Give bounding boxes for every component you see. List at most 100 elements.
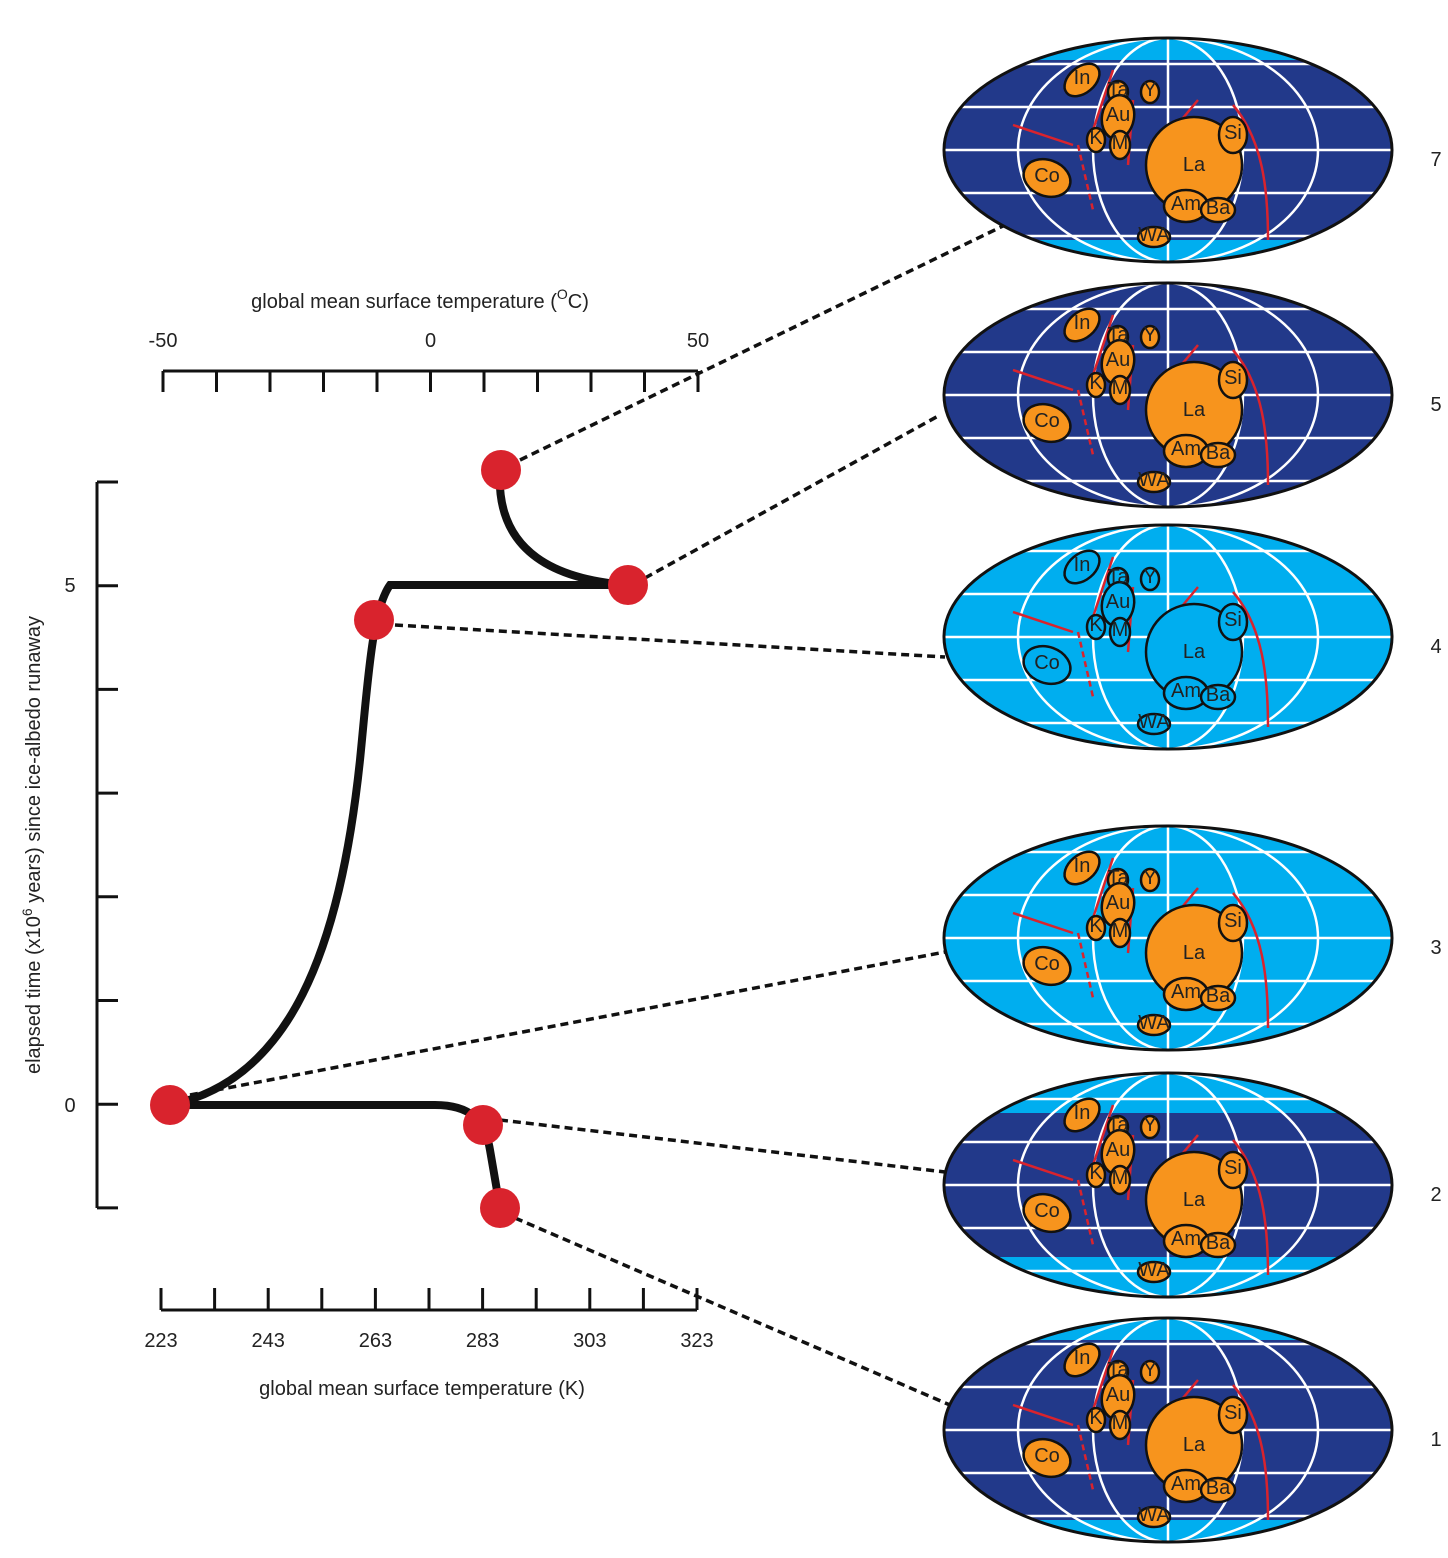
continent-label: M <box>1112 920 1129 942</box>
globe-outline <box>942 36 1394 264</box>
continent <box>1217 115 1249 155</box>
continent-label: Am <box>1171 680 1201 702</box>
continent <box>1217 602 1249 642</box>
time-tick-label: 5 <box>64 575 75 597</box>
continent <box>1139 79 1161 105</box>
continent-label: Co <box>1034 953 1060 975</box>
continent-label: K <box>1089 372 1103 394</box>
continent-label: Y <box>1143 1114 1156 1136</box>
map-number: 1 <box>1430 1429 1441 1451</box>
fault <box>1012 1349 1270 1521</box>
globe-outline <box>942 1316 1394 1544</box>
continent <box>1139 324 1161 350</box>
continent <box>1022 157 1072 199</box>
continent-label: Si <box>1224 367 1242 389</box>
continent <box>1139 566 1161 592</box>
continent <box>1136 712 1172 736</box>
continent-label: Ta <box>1107 867 1129 889</box>
continent <box>1217 360 1249 400</box>
map-number: 2 <box>1430 1184 1441 1206</box>
continent-label: WA <box>1138 469 1170 491</box>
continent <box>1199 984 1237 1012</box>
continent <box>1108 129 1132 161</box>
continent-label: Co <box>1034 1200 1060 1222</box>
continent-label: K <box>1089 1407 1103 1429</box>
continent-label: In <box>1074 312 1091 334</box>
continent <box>1199 441 1237 469</box>
continent <box>1108 917 1132 949</box>
globe-outline <box>942 523 1394 751</box>
continent-label: Ba <box>1206 985 1231 1007</box>
map-body: In Ta Y AuK M Co La Si Am Ba WA <box>944 525 1392 749</box>
continent-label: M <box>1112 619 1129 641</box>
continent-label: In <box>1074 554 1091 576</box>
time-axis-title: elapsed time (x106 years) since ice-albe… <box>19 616 45 1074</box>
fault <box>1012 314 1270 486</box>
continent <box>1022 1192 1072 1234</box>
continent-label: K <box>1089 915 1103 937</box>
trajectory <box>169 469 629 1109</box>
continent <box>1022 945 1072 987</box>
continent-label: K <box>1089 1162 1103 1184</box>
continent-label: Au <box>1106 1384 1130 1406</box>
continent-label: Am <box>1171 193 1201 215</box>
continent-label: Ba <box>1206 684 1231 706</box>
celsius-axis-title: global mean surface temperature (OC) <box>251 286 589 313</box>
meridian <box>1016 826 1320 1050</box>
continent-label: Y <box>1143 1359 1156 1381</box>
celsius-tick-label: -50 <box>149 330 178 352</box>
continent-label: Co <box>1034 165 1060 187</box>
trajectory <box>170 1101 504 1209</box>
continent-label: WA <box>1138 1259 1170 1281</box>
continent <box>1085 126 1107 154</box>
continent <box>1199 1231 1237 1259</box>
continent-label: Am <box>1171 1473 1201 1495</box>
map-number: 3 <box>1430 937 1441 959</box>
continent <box>1085 1161 1107 1189</box>
continent-label: M <box>1112 1167 1129 1189</box>
continent-label: In <box>1074 855 1091 877</box>
continent <box>1022 1437 1072 1479</box>
globe-map: In Ta Y AuK M Co La Si Am Ba WA 7 <box>942 36 1442 264</box>
continent-label: Y <box>1143 79 1156 101</box>
continent-label: Ta <box>1107 79 1129 101</box>
continent-label: WA <box>1138 1012 1170 1034</box>
continent-label: Y <box>1143 324 1156 346</box>
continent <box>1085 371 1107 399</box>
globe-map: In Ta Y AuK M Co La Si Am Ba WA 1 <box>942 1316 1442 1544</box>
continent <box>1063 307 1101 343</box>
continent-label: Au <box>1106 104 1130 126</box>
globe-map: In Ta Y AuK M Co La Si Am Ba WA 4 <box>942 523 1442 751</box>
continent-label: Si <box>1224 1157 1242 1179</box>
map-body: In Ta Y AuK M Co La Si Am Ba WA <box>944 826 1392 1050</box>
kelvin-tick-label: 223 <box>144 1330 177 1352</box>
continent <box>1085 914 1107 942</box>
meridian <box>1016 1073 1320 1297</box>
fault <box>1076 1424 1095 1491</box>
map-body: In Ta Y AuK M Co La Si Am Ba WA <box>944 283 1392 507</box>
connectors <box>189 223 1006 1407</box>
continent-label: La <box>1183 1434 1206 1456</box>
time-tick-label: 0 <box>64 1095 75 1117</box>
continent-label: Au <box>1106 892 1130 914</box>
continent-label: Y <box>1143 867 1156 889</box>
continent-label: Am <box>1171 1228 1201 1250</box>
continent <box>1108 1164 1132 1196</box>
continent-label: Ba <box>1206 1477 1231 1499</box>
continent-label: Am <box>1171 438 1201 460</box>
fault <box>1012 1104 1270 1276</box>
continent-label: Ba <box>1206 442 1231 464</box>
globe-map: In Ta Y AuK M Co La Si Am Ba WA 3 <box>942 824 1442 1052</box>
fault <box>1012 69 1270 241</box>
continent <box>1217 903 1249 943</box>
continent <box>1063 850 1101 886</box>
continent <box>1108 374 1132 406</box>
continent-label: La <box>1183 641 1206 663</box>
globe-map: In Ta Y AuK M Co La Si Am Ba WA 2 <box>942 1071 1442 1299</box>
continent-label: WA <box>1138 711 1170 733</box>
continent <box>1063 1097 1101 1133</box>
meridian <box>1016 283 1320 507</box>
continent-label: Au <box>1106 591 1130 613</box>
continent-label: M <box>1112 377 1129 399</box>
